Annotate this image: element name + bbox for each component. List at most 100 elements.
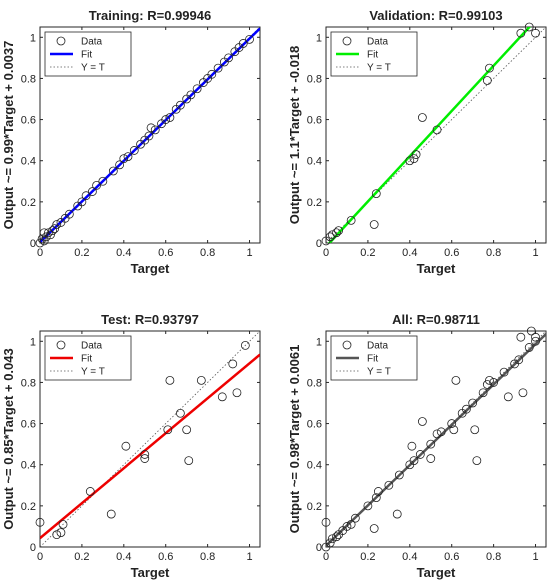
all-data-point: [518, 388, 528, 398]
all-y-tick-label: 0.6: [307, 419, 322, 431]
test-y-tick-label: 0.8: [21, 377, 36, 389]
training-data-point: [207, 69, 217, 79]
all-data-point: [516, 332, 526, 342]
training-x-tick-label: 0.2: [74, 247, 89, 259]
test-x-tick-label: 0.6: [158, 551, 173, 563]
training-data-point: [48, 226, 57, 236]
validation-y-tick-label: 1: [316, 32, 322, 44]
training-data-point: [35, 238, 45, 248]
test-x-axis-label: Target: [131, 565, 170, 580]
test-x-tick-label: 0.8: [200, 551, 215, 563]
test-x-tick-label: 0.2: [74, 551, 89, 563]
training-x-tick-label: 0.6: [158, 247, 173, 259]
all-data-point: [373, 487, 383, 496]
training-plot-title: Training: R=0.99946: [89, 8, 211, 23]
training-data-point: [108, 166, 118, 176]
validation-data-point: [411, 150, 421, 159]
validation-data-point: [485, 63, 494, 73]
all-data-point: [526, 326, 536, 336]
training-plot: 0 0.2 0.4 0.6 0.8 1 0 0.2 0.4 0.6 0.8 1 Data Fit Y = T…: [1, 8, 261, 276]
all-data-point: [514, 355, 524, 365]
training-fit-line: [40, 27, 260, 243]
test-data-point: [35, 517, 45, 527]
test-data-point: [175, 408, 185, 418]
training-data-point: [81, 191, 91, 201]
training-y-tick-label: 0.6: [21, 115, 36, 127]
validation-fit-line: [327, 27, 532, 243]
test-plot-title: Test: R=0.93797: [101, 312, 199, 327]
test-legend-data-marker: [56, 340, 66, 350]
training-x-tick-label: 0.4: [116, 247, 131, 259]
all-data-point: [327, 534, 337, 544]
all-x-tick-label: 0.8: [486, 551, 501, 563]
all-legend-label: Data: [367, 341, 389, 352]
test-y-tick-label: 0.2: [21, 501, 36, 513]
training-data-point: [37, 234, 47, 244]
training-data-point: [213, 63, 223, 73]
all-plot-title: All: R=0.98711: [392, 312, 480, 327]
validation-data-point: [346, 215, 356, 225]
all-data-point: [415, 450, 425, 459]
all-x-tick-label: 0.2: [360, 551, 375, 563]
all-data-point: [384, 480, 394, 490]
training-data-point: [245, 34, 254, 44]
training-data-point: [43, 228, 53, 238]
validation-legend-label: Data: [367, 37, 389, 48]
validation-data-point: [371, 189, 381, 199]
validation-x-tick-label: 0: [323, 247, 329, 259]
test-y-tick-label: 1: [30, 336, 36, 348]
training-data-point: [161, 115, 171, 124]
validation-y-tick-label: 0: [316, 238, 322, 250]
test-y-tick-label: 0.6: [21, 419, 36, 431]
test-legend-label: Fit: [81, 354, 92, 365]
training-data-point: [39, 228, 49, 238]
training-legend-label: Data: [81, 37, 103, 48]
training-data-point: [115, 160, 125, 170]
validation-y-axis-label: Output ~= 1.1*Target + -0.018: [287, 46, 302, 225]
all-data-point: [470, 425, 480, 435]
validation-plot: 0 0.2 0.4 0.6 0.8 1 0 0.2 0.4 0.6 0.8 1 Data Fit Y = T…: [287, 8, 547, 276]
training-data-point: [50, 224, 60, 234]
test-data-point: [121, 441, 131, 451]
validation-data-point: [409, 154, 419, 164]
test-plot: 0 0.2 0.4 0.6 0.8 1 0 0.2 0.4 0.6 0.8 1 Data Fit Y = T…: [1, 312, 261, 580]
all-y-tick-label: 0.4: [307, 460, 322, 472]
training-data-point: [150, 125, 160, 135]
test-data-point: [240, 340, 250, 350]
test-y-tick-label: 0.4: [21, 460, 36, 472]
all-y-tick-label: 0.2: [307, 501, 322, 513]
all-data-point: [321, 517, 331, 527]
validation-data-point: [524, 22, 534, 32]
test-legend-label: Data: [81, 341, 103, 352]
all-data-point: [342, 522, 352, 531]
training-x-axis-label: Target: [131, 261, 170, 276]
training-data-point: [119, 154, 129, 164]
validation-data-point: [531, 28, 540, 38]
all-data-point: [426, 439, 436, 449]
test-data-point: [85, 487, 95, 496]
test-data-point: [163, 425, 173, 435]
all-x-axis-label: Target: [417, 565, 456, 580]
all-data-point: [524, 343, 534, 352]
all-data-point: [407, 441, 417, 451]
all-plot: 0 0.2 0.4 0.6 0.8 1 0 0.2 0.4 0.6 0.8 1 Data Fit Y = T…: [287, 312, 547, 580]
validation-x-tick-label: 0.6: [444, 247, 459, 259]
all-legend-label: Fit: [367, 354, 378, 365]
validation-data-point: [327, 230, 337, 240]
training-y-tick-label: 0.2: [21, 197, 36, 209]
training-data-point: [87, 187, 97, 196]
validation-y-tick-label: 0.2: [307, 197, 322, 209]
all-data-point: [436, 427, 446, 437]
validation-data-point: [325, 232, 335, 242]
training-y-tick-label: 0.4: [21, 156, 36, 168]
training-data-point: [77, 197, 87, 207]
all-data-point: [332, 532, 341, 542]
all-data-point: [346, 519, 356, 529]
all-data-point: [432, 429, 442, 439]
training-x-tick-label: 1: [246, 247, 252, 259]
all-x-tick-label: 0.6: [444, 551, 459, 563]
all-data-point: [489, 378, 499, 387]
validation-data-point: [432, 125, 442, 135]
training-data-point: [186, 90, 196, 100]
validation-x-tick-label: 0.8: [486, 247, 501, 259]
